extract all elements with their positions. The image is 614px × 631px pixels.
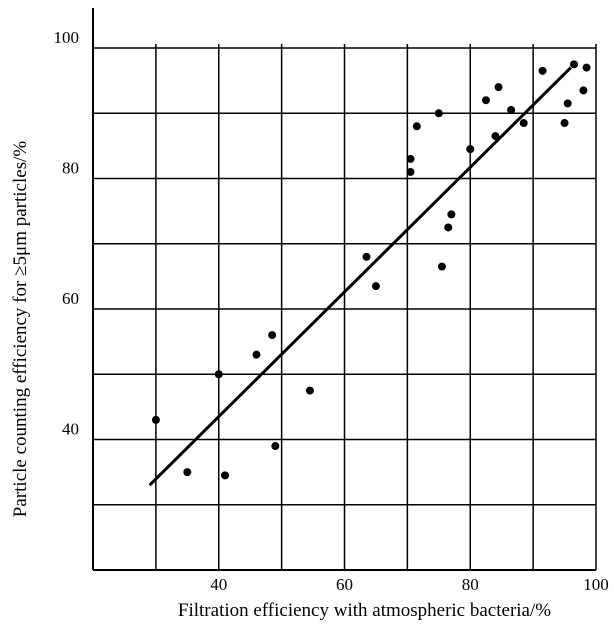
x-tick-labels: 40 60 80 100 — [210, 575, 609, 594]
data-point — [434, 109, 443, 118]
data-point — [406, 154, 415, 163]
data-point — [538, 66, 547, 75]
data-point — [371, 282, 380, 291]
data-point — [412, 122, 421, 131]
y-tick-label: 60 — [62, 289, 79, 308]
data-point — [214, 370, 223, 379]
data-point — [466, 145, 475, 154]
data-point — [560, 119, 569, 128]
data-point — [151, 415, 160, 424]
data-point — [444, 223, 453, 232]
data-point — [507, 105, 516, 114]
x-tick-label: 80 — [462, 575, 479, 594]
data-point — [362, 252, 371, 261]
data-point — [481, 96, 490, 105]
data-point — [491, 132, 500, 141]
data-point — [519, 119, 528, 128]
data-point — [437, 262, 446, 271]
x-tick-label: 100 — [583, 575, 609, 594]
data-points — [151, 60, 591, 480]
x-tick-label: 40 — [210, 575, 227, 594]
y-tick-label: 80 — [62, 159, 79, 178]
data-point — [271, 442, 280, 451]
y-tick-labels: 40 60 80 100 — [54, 28, 80, 439]
data-point — [494, 83, 503, 92]
grid — [93, 44, 597, 570]
data-point — [579, 86, 588, 95]
trend-line — [148, 66, 572, 487]
data-point — [563, 99, 572, 108]
x-tick-label: 60 — [336, 575, 353, 594]
axes — [92, 8, 596, 571]
y-tick-label: 100 — [54, 28, 80, 47]
y-axis-title: Particle counting efficiency for ≥5μm pa… — [10, 141, 31, 518]
data-point — [569, 60, 578, 69]
data-point — [221, 471, 230, 480]
data-point — [447, 210, 456, 219]
data-point — [268, 331, 277, 340]
data-point — [183, 468, 192, 477]
x-axis-title: Filtration efficiency with atmospheric b… — [178, 600, 551, 621]
data-point — [305, 386, 314, 395]
data-point — [406, 167, 415, 176]
data-point — [582, 63, 591, 72]
data-point — [252, 350, 261, 359]
y-tick-label: 40 — [62, 420, 79, 439]
